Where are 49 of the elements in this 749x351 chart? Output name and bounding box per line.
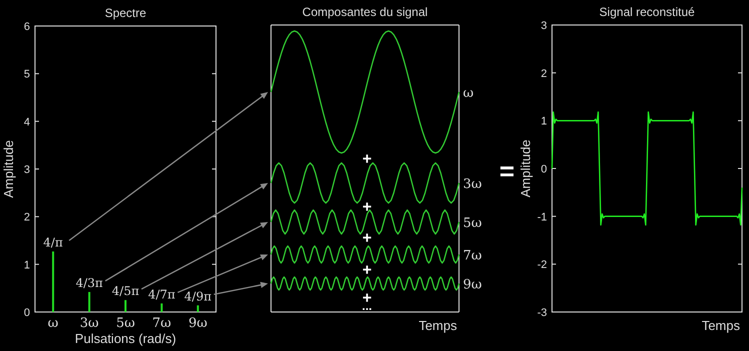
x-tick-label: ω <box>48 316 58 331</box>
series-label: 7ω <box>463 248 482 264</box>
annotation: + <box>362 151 372 168</box>
chart-title: Composantes du signal <box>302 5 428 19</box>
series-label: 9ω <box>463 278 482 293</box>
y-tick-label: 1 <box>24 259 30 272</box>
y-tick-label: -1 <box>537 211 547 224</box>
y-tick-label: 1 <box>540 116 547 128</box>
x-tick-label: 9ω <box>188 316 208 331</box>
chart-title: Spectre <box>104 6 146 20</box>
y-tick-label: 3 <box>24 164 30 176</box>
series-label: 3ω <box>463 177 482 192</box>
y-tick-label: 5 <box>24 68 30 81</box>
x-axis-title: Pulsations (rad/s) <box>74 331 176 346</box>
x-axis-title: Temps <box>702 318 740 333</box>
annotation: 4/5π <box>112 284 140 298</box>
chart-title: Signal reconstitué <box>599 5 696 19</box>
annotation: 4/9π <box>184 289 212 304</box>
annotation: + <box>362 199 372 216</box>
bar <box>196 305 199 312</box>
y-tick-label: 2 <box>24 212 30 224</box>
text: = <box>499 156 515 186</box>
y-tick-label: 0 <box>24 307 30 319</box>
y-tick-label: -2 <box>537 259 547 272</box>
x-tick-label: 7ω <box>152 316 172 331</box>
bar <box>52 251 54 312</box>
series-label: 5ω <box>463 216 482 231</box>
annotation: 4/3π <box>76 276 104 290</box>
series-label: ω <box>463 86 474 101</box>
line-series <box>551 111 743 226</box>
annotation: + <box>362 290 372 307</box>
bar <box>88 292 90 312</box>
y-tick-label: 3 <box>540 20 547 32</box>
x-axis-title: Temps <box>418 318 458 333</box>
bar <box>160 303 163 312</box>
x-tick-label: 3ω <box>80 316 99 331</box>
annotation: + <box>362 262 372 279</box>
y-axis-title: Amplitude <box>1 140 16 198</box>
y-axis-title: Amplitude <box>518 140 533 198</box>
x-tick-label: 5ω <box>116 316 135 331</box>
y-tick-label: -3 <box>537 307 547 319</box>
y-tick-label: 0 <box>540 164 547 176</box>
annotation: 4/7π <box>148 287 176 302</box>
annotation: 4/π <box>43 235 63 250</box>
bar <box>124 300 126 312</box>
y-tick-label: 2 <box>540 68 547 80</box>
y-tick-label: 6 <box>24 21 30 33</box>
y-tick-label: 4 <box>24 116 30 128</box>
annotation: + <box>362 230 372 247</box>
